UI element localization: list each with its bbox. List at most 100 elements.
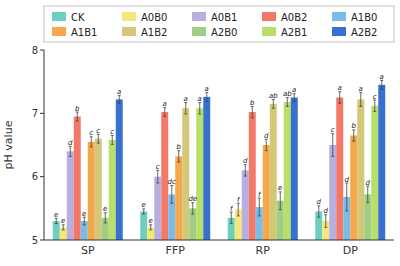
error-cap (338, 103, 341, 104)
significance-label: c (156, 163, 160, 171)
error-cap (345, 210, 348, 211)
legend-label: A1B2 (141, 27, 167, 38)
error-bar (55, 218, 58, 223)
bar (350, 136, 357, 241)
error-cap (380, 89, 383, 90)
error-stem (84, 217, 85, 225)
error-bar (104, 213, 107, 223)
significance-label: f (230, 205, 234, 213)
error-cap (324, 227, 327, 228)
bar (270, 104, 277, 240)
y-tick (40, 240, 44, 241)
error-cap (156, 183, 159, 184)
significance-label: c (373, 93, 377, 101)
significance-label: f (258, 191, 262, 199)
legend-label: CK (71, 12, 85, 23)
error-cap (118, 103, 121, 104)
error-bar (184, 103, 187, 114)
significance-label: c (110, 128, 114, 136)
significance-label: d (264, 132, 269, 140)
bar (263, 145, 270, 240)
error-stem (171, 186, 172, 204)
bar (291, 98, 298, 241)
error-stem (245, 165, 246, 176)
x-tick-label: RP (256, 244, 271, 257)
significance-label: e (103, 205, 107, 213)
error-cap (265, 150, 268, 151)
significance-label: e (61, 217, 65, 225)
error-stem (206, 92, 207, 101)
x-tick-label: SP (81, 244, 95, 257)
error-bar (205, 92, 208, 101)
bar (242, 170, 249, 240)
error-stem (157, 170, 158, 183)
y-tick (40, 176, 44, 177)
error-bar (258, 198, 261, 216)
legend-label: A2B1 (281, 27, 307, 38)
y-tick-label: 6 (32, 171, 38, 182)
error-stem (318, 206, 319, 217)
error-stem (231, 212, 232, 223)
significance-label: ab (269, 92, 278, 100)
error-bar (142, 209, 145, 214)
error-bar (62, 225, 65, 230)
significance-label: b (250, 99, 255, 107)
error-stem (346, 183, 347, 211)
bar (182, 108, 189, 240)
significance-label: a (380, 73, 384, 81)
bar (371, 106, 378, 240)
x-tick-label: DP (343, 244, 358, 257)
error-cap (55, 223, 58, 224)
error-cap (149, 229, 152, 230)
significance-label: c (331, 126, 335, 134)
legend-label: A2B2 (351, 27, 377, 38)
error-bar (69, 146, 72, 156)
bar (378, 85, 385, 240)
legend-swatch (192, 27, 206, 36)
error-stem (325, 215, 326, 228)
error-bar (177, 151, 180, 162)
error-cap (184, 113, 187, 114)
significance-label: ab (283, 90, 292, 98)
error-cap (142, 214, 145, 215)
significance-label: d (243, 157, 248, 165)
significance-label: a (338, 84, 342, 92)
legend-swatch (52, 12, 66, 21)
legend-label: A0B2 (281, 12, 307, 23)
significance-label: b (75, 105, 80, 113)
error-cap (359, 106, 362, 107)
error-cap (293, 101, 296, 102)
error-bar (345, 183, 348, 211)
error-cap (331, 156, 334, 157)
error-cap (258, 215, 261, 216)
error-stem (273, 99, 274, 108)
significance-label: d (345, 176, 350, 184)
y-axis (44, 50, 45, 240)
error-stem (238, 203, 239, 216)
error-cap (272, 108, 275, 109)
error-bar (279, 192, 282, 210)
error-cap (237, 215, 240, 216)
x-axis (44, 240, 394, 241)
significance-label: e (149, 217, 153, 225)
error-cap (198, 113, 201, 114)
error-bar (163, 108, 166, 117)
error-stem (360, 92, 361, 106)
error-bar (272, 99, 275, 108)
error-cap (90, 146, 93, 147)
error-cap (170, 203, 173, 204)
bar (109, 140, 116, 240)
bar (95, 139, 102, 240)
error-cap (244, 176, 247, 177)
error-cap (177, 162, 180, 163)
bar (329, 145, 336, 240)
error-stem (287, 98, 288, 107)
error-bar (76, 112, 79, 121)
error-bar (156, 170, 159, 183)
bar (249, 112, 256, 240)
error-cap (317, 217, 320, 218)
error-cap (83, 224, 86, 225)
significance-label: a (292, 86, 296, 94)
error-cap (163, 116, 166, 117)
error-bar (244, 165, 247, 176)
